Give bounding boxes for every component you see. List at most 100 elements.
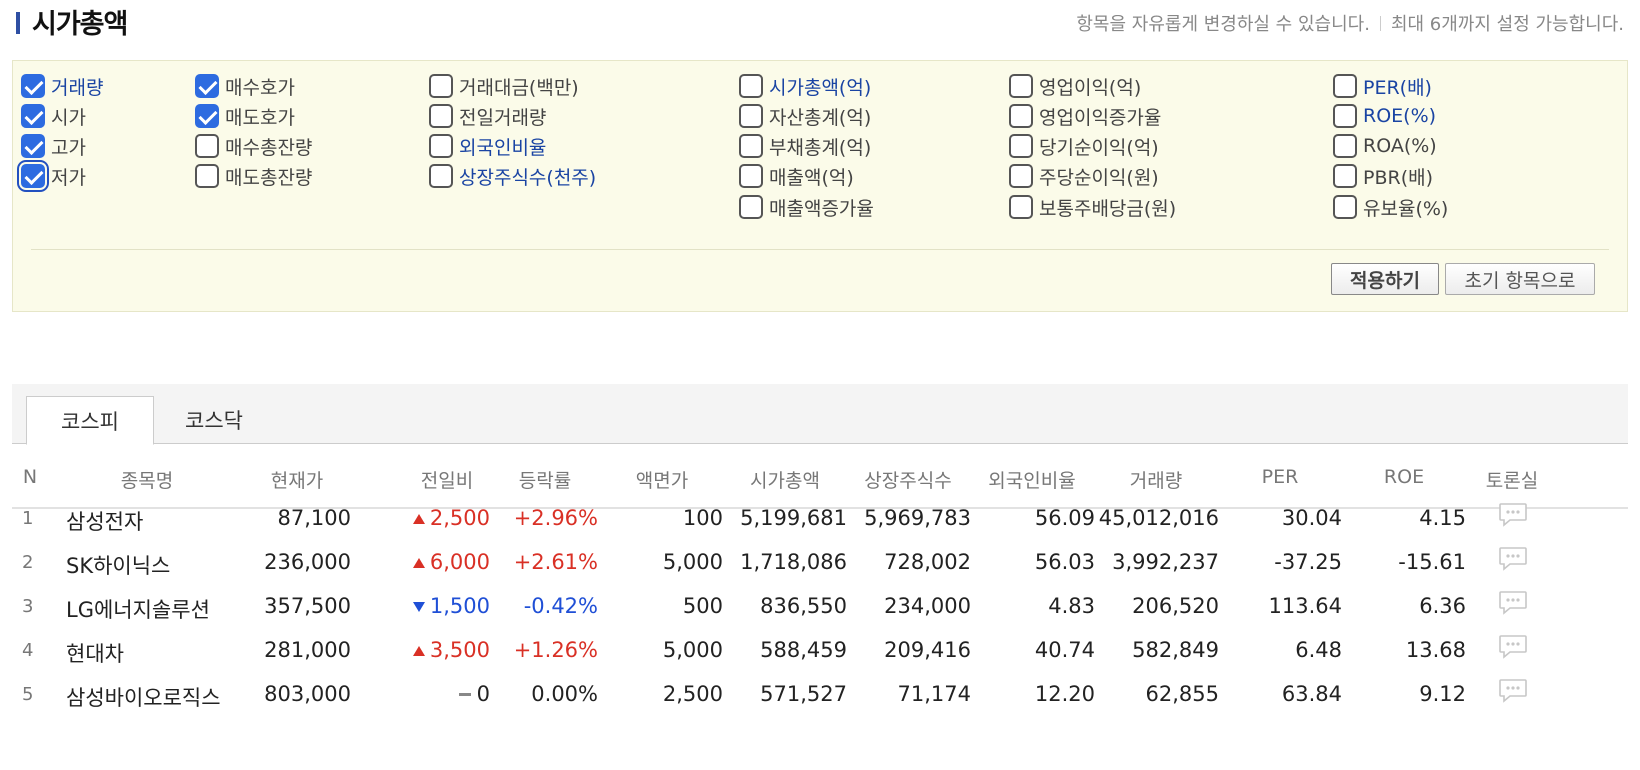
option-checkbox[interactable] (1333, 74, 1357, 98)
option-checkbox[interactable] (739, 134, 763, 158)
option-item[interactable]: 매수총잔량 (195, 132, 312, 160)
option-checkbox[interactable] (21, 74, 45, 98)
option-item[interactable]: 외국인비율 (429, 132, 546, 160)
option-item[interactable]: 자산총계(억) (739, 102, 871, 130)
option-checkbox[interactable] (1009, 74, 1033, 98)
discussion-icon[interactable] (1498, 546, 1528, 576)
option-item[interactable]: 전일거래량 (429, 102, 546, 130)
option-checkbox[interactable] (429, 74, 453, 98)
option-item[interactable]: 매출액증가율 (739, 193, 874, 221)
option-label: 고가 (51, 136, 86, 159)
stock-name-link[interactable]: LG에너지솔루션 (66, 598, 210, 622)
option-checkbox[interactable] (429, 134, 453, 158)
option-item[interactable]: 시가총액(억) (739, 72, 871, 100)
listed-shares: 209,416 (884, 638, 971, 662)
option-label: 거래량 (51, 76, 104, 99)
apply-button[interactable]: 적용하기 (1331, 263, 1439, 295)
option-item[interactable]: 매도총잔량 (195, 162, 312, 190)
option-item[interactable]: 매출액(억) (739, 162, 854, 190)
option-item[interactable]: 영업이익증가율 (1009, 102, 1161, 130)
option-label: 매출액증가율 (769, 197, 874, 220)
option-checkbox[interactable] (1333, 134, 1357, 158)
option-checkbox[interactable] (739, 164, 763, 188)
volume: 45,012,016 (1098, 506, 1219, 530)
column-header: 종목명 (120, 470, 174, 492)
volume: 206,520 (1132, 594, 1219, 618)
column-header: 거래량 (1129, 470, 1183, 492)
stock-name-link[interactable]: 삼성전자 (66, 510, 144, 534)
column-header: 시가총액 (750, 470, 820, 492)
discussion-icon[interactable] (1498, 678, 1528, 708)
option-checkbox[interactable] (195, 134, 219, 158)
option-checkbox[interactable] (1333, 195, 1357, 219)
option-item[interactable]: 부채총계(억) (739, 132, 871, 160)
row-number: 3 (22, 596, 34, 617)
option-divider (31, 249, 1609, 250)
unchanged-icon (458, 693, 471, 696)
option-item[interactable]: 주당순이익(원) (1009, 162, 1159, 190)
option-item[interactable]: 영업이익(억) (1009, 72, 1141, 100)
market-cap: 836,550 (760, 594, 847, 618)
stock-name-link[interactable]: 현대차 (66, 642, 124, 666)
current-price: 803,000 (264, 682, 351, 706)
option-item[interactable]: 당기순이익(억) (1009, 132, 1159, 160)
market-cap: 1,718,086 (740, 550, 847, 574)
option-checkbox[interactable] (739, 104, 763, 128)
option-checkbox[interactable] (739, 74, 763, 98)
discussion-icon[interactable] (1498, 634, 1528, 664)
option-item[interactable]: 보통주배당금(원) (1009, 193, 1176, 221)
header-note: 항목을 자유롭게 변경하실 수 있습니다. 최대 6개까지 설정 가능합니다. (1076, 10, 1624, 36)
stock-name-link[interactable]: 삼성바이오로직스 (66, 686, 221, 710)
option-checkbox[interactable] (1009, 164, 1033, 188)
option-checkbox[interactable] (739, 195, 763, 219)
option-item[interactable]: 매도호가 (195, 102, 295, 130)
option-checkbox[interactable] (1009, 195, 1033, 219)
option-item[interactable]: 상장주식수(천주) (429, 162, 596, 190)
option-checkbox[interactable] (21, 134, 45, 158)
option-item[interactable]: 거래량 (21, 72, 103, 100)
change-value: 1,500 (412, 594, 490, 618)
option-checkbox[interactable] (195, 104, 219, 128)
option-item[interactable]: ROA(%) (1333, 132, 1437, 160)
option-checkbox[interactable] (429, 164, 453, 188)
roe-value: -15.61 (1398, 550, 1466, 574)
option-label: 자산총계(억) (769, 106, 872, 129)
option-checkbox[interactable] (21, 164, 45, 188)
option-checkbox[interactable] (1009, 104, 1033, 128)
option-checkbox[interactable] (195, 74, 219, 98)
change-value: 3,500 (412, 638, 490, 662)
listed-shares: 71,174 (897, 682, 971, 706)
option-item[interactable]: 매수호가 (195, 72, 295, 100)
option-label: 영업이익(억) (1039, 76, 1142, 99)
foreign-ratio: 56.03 (1034, 550, 1095, 574)
option-label: ROE(%) (1363, 105, 1437, 127)
option-item[interactable]: PER(배) (1333, 72, 1432, 100)
option-item[interactable]: 저가 (21, 162, 86, 190)
option-item[interactable]: 거래대금(백만) (429, 72, 579, 100)
option-item[interactable]: ROE(%) (1333, 102, 1436, 130)
option-item[interactable]: 고가 (21, 132, 86, 160)
tab-kosdaq[interactable]: 코스닥 (185, 409, 243, 433)
discussion-icon[interactable] (1498, 590, 1528, 620)
up-arrow-icon (412, 514, 425, 524)
option-item[interactable]: PBR(배) (1333, 162, 1433, 190)
stock-name-link[interactable]: SK하이닉스 (66, 554, 171, 578)
header-note-right: 최대 6개까지 설정 가능합니다. (1390, 14, 1624, 35)
option-checkbox[interactable] (195, 164, 219, 188)
option-checkbox[interactable] (1333, 164, 1357, 188)
option-checkbox[interactable] (1333, 104, 1357, 128)
foreign-ratio: 56.09 (1034, 506, 1095, 530)
reset-button[interactable]: 초기 항목으로 (1445, 263, 1595, 295)
change-rate: +2.96% (513, 506, 598, 530)
option-checkbox[interactable] (21, 104, 45, 128)
option-label: 매수호가 (225, 76, 295, 99)
tab-kospi[interactable]: 코스피 (26, 396, 154, 445)
option-checkbox[interactable] (429, 104, 453, 128)
option-label: 외국인비율 (459, 136, 547, 159)
discussion-icon[interactable] (1498, 502, 1528, 532)
change-value: 0 (458, 682, 490, 706)
option-checkbox[interactable] (1009, 134, 1033, 158)
per-value: 30.04 (1281, 506, 1342, 530)
option-item[interactable]: 시가 (21, 102, 86, 130)
option-item[interactable]: 유보율(%) (1333, 193, 1448, 221)
